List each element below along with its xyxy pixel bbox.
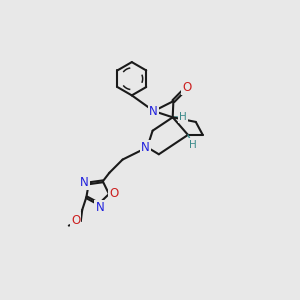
Text: N: N: [149, 105, 158, 118]
Text: N: N: [141, 141, 150, 154]
Text: N: N: [80, 176, 88, 189]
Text: H: H: [179, 112, 187, 122]
Text: O: O: [182, 81, 191, 94]
Text: O: O: [71, 214, 80, 226]
Text: O: O: [109, 187, 118, 200]
Text: N: N: [95, 202, 104, 214]
Text: H: H: [189, 140, 197, 150]
